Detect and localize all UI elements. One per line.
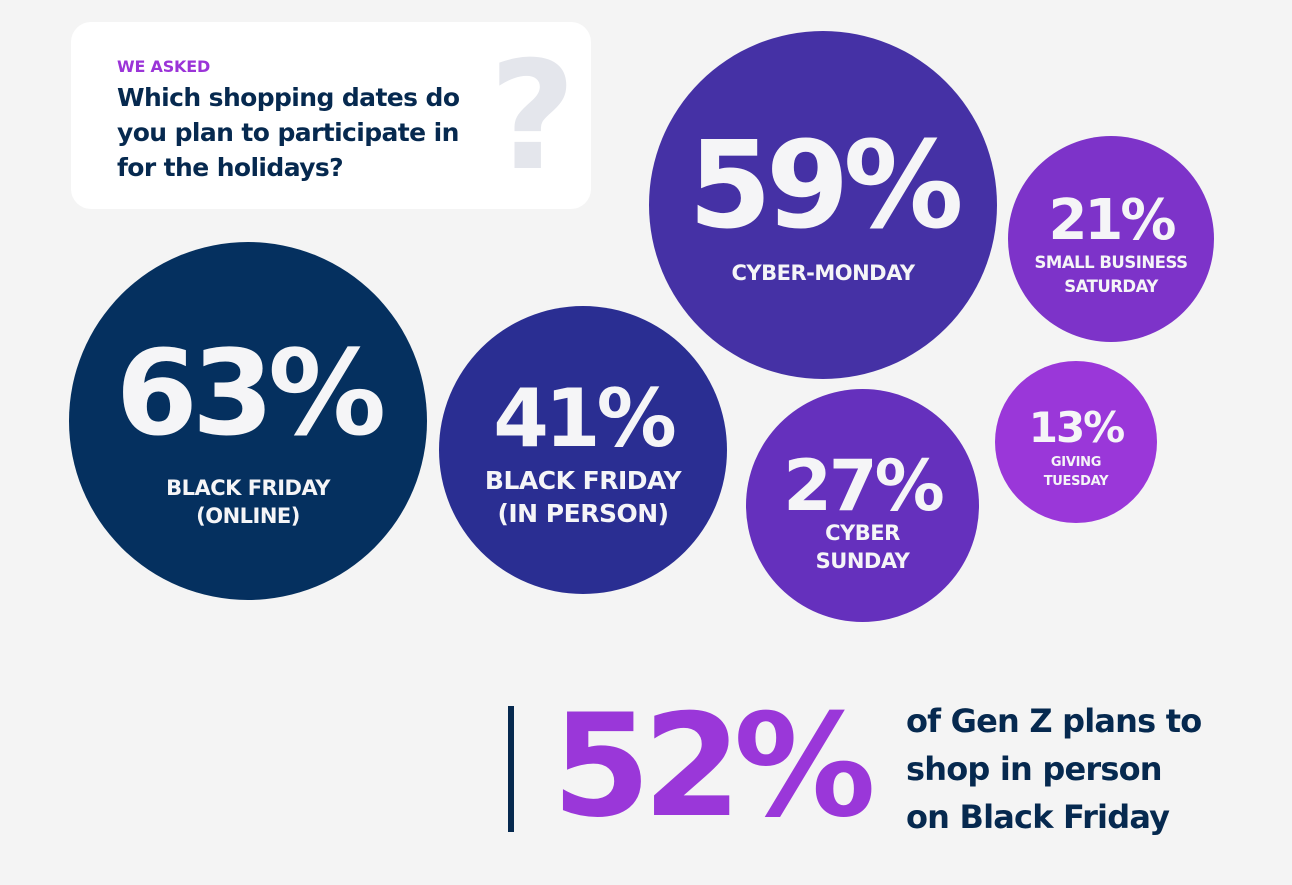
- bubble-label-line: CYBER: [825, 521, 900, 545]
- bubble-label: BLACK FRIDAY (IN PERSON): [439, 464, 727, 530]
- callout-line: of Gen Z plans to: [906, 702, 1202, 740]
- bubble-black-friday-online: 63% BLACK FRIDAY (ONLINE): [69, 242, 427, 600]
- bubble-value: 59%: [688, 117, 963, 256]
- survey-question: Which shopping dates do you plan to part…: [117, 83, 460, 182]
- bubble-black-friday-in-person: 41% BLACK FRIDAY (IN PERSON): [439, 306, 727, 594]
- bubble-label-line: CYBER-MONDAY: [731, 261, 915, 285]
- bubble-label: BLACK FRIDAY (ONLINE): [69, 474, 427, 530]
- bubble-label-line: BLACK FRIDAY: [484, 466, 682, 495]
- bubble-label-line: (ONLINE): [196, 504, 300, 528]
- question-card: WE ASKED Which shopping dates do you pla…: [71, 22, 591, 209]
- bubble-label-line: SATURDAY: [1064, 277, 1158, 296]
- question-mark-icon: ?: [489, 30, 577, 204]
- bubble-label: CYBER SUNDAY: [746, 519, 979, 575]
- bubble-label: GIVING TUESDAY: [995, 453, 1157, 491]
- bubble-value: 21%: [1048, 188, 1176, 253]
- bubble-label-line: (IN PERSON): [497, 499, 669, 528]
- bubble-label-line: SMALL BUSINESS: [1034, 253, 1188, 272]
- bubble-cyber-sunday: 27% CYBER SUNDAY: [746, 389, 979, 622]
- bubble-value: 13%: [1028, 403, 1126, 452]
- bubble-label-line: TUESDAY: [1043, 474, 1109, 489]
- bubble-giving-tuesday: 13% GIVING TUESDAY: [995, 361, 1157, 523]
- callout-line: shop in person: [906, 750, 1163, 788]
- callout-line: on Black Friday: [906, 798, 1170, 836]
- we-asked-label: WE ASKED: [117, 57, 211, 76]
- bubble-label-line: BLACK FRIDAY: [166, 476, 330, 500]
- bubble-label-line: GIVING: [1050, 455, 1102, 470]
- bubble-cyber-monday: 59% CYBER-MONDAY: [649, 31, 997, 379]
- bubble-small-business-saturday: 21% SMALL BUSINESS SATURDAY: [1008, 136, 1214, 342]
- highlight-divider: [508, 706, 514, 832]
- bubble-value: 63%: [115, 324, 386, 462]
- gen-z-stat-text: of Gen Z plans to shop in person on Blac…: [906, 697, 1286, 841]
- bubble-label: CYBER-MONDAY: [649, 259, 997, 287]
- gen-z-stat-value: 52%: [552, 684, 876, 849]
- bubble-label: SMALL BUSINESS SATURDAY: [1008, 251, 1214, 299]
- bubble-label-line: SUNDAY: [815, 549, 910, 573]
- bubble-value: 27%: [783, 445, 945, 527]
- bubble-value: 41%: [493, 372, 676, 465]
